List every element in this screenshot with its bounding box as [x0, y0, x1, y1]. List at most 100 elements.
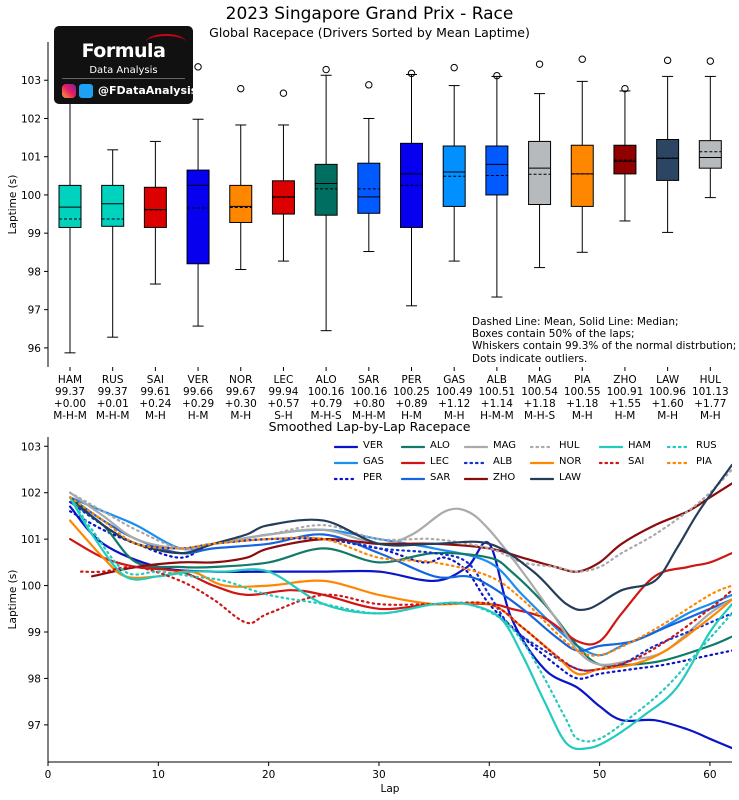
box-delta-label: +0.29: [182, 398, 214, 410]
legend-swatch: [599, 445, 623, 449]
line-y-tick-label: 99: [28, 627, 41, 639]
instagram-icon: [62, 84, 76, 98]
box-mean-label: 100.51: [479, 386, 516, 398]
box-tyre-label: M-H: [230, 410, 251, 422]
box-driver-label: LAW: [656, 374, 680, 386]
legend-swatch: [334, 445, 358, 449]
legend-label: SAI: [628, 456, 645, 467]
box-pia: [570, 55, 594, 253]
box-mean-label: 99.66: [183, 386, 213, 398]
box-outlier: [237, 84, 245, 93]
box-mean-label: 100.96: [649, 386, 686, 398]
legend-label: SAR: [430, 472, 451, 483]
box-tyre-label: H-M: [401, 410, 422, 422]
box-chart-note: Dashed Line: Mean, Solid Line: Median; B…: [472, 316, 737, 365]
legend-label: HUL: [559, 440, 580, 451]
legend-label: LAW: [559, 472, 581, 483]
legend-swatch: [401, 461, 425, 465]
legend-swatch: [599, 461, 623, 465]
line-y-tick-label: 101: [21, 534, 41, 546]
legend-label: GAS: [363, 456, 384, 467]
box-tyre-label: H-M: [188, 410, 209, 422]
box-y-tick-label: 100: [21, 190, 41, 202]
box-iqr: [570, 144, 594, 207]
box-iqr: [58, 184, 82, 228]
box-delta-label: +1.12: [438, 398, 470, 410]
box-tyre-label: H-M-M: [480, 410, 514, 422]
legend-swatch: [530, 461, 554, 465]
box-outlier: [279, 89, 288, 97]
box-sar: [357, 81, 381, 253]
box-iqr: [656, 139, 680, 181]
box-per: [400, 69, 423, 307]
legend-swatch: [401, 477, 425, 481]
legend-swatch: [464, 477, 488, 481]
box-outlier: [450, 63, 458, 72]
line-x-tick-label: 10: [152, 769, 165, 781]
line-x-tick-label: 60: [703, 769, 716, 781]
box-tyre-label: M-H-S: [311, 410, 343, 422]
legend-swatch: [667, 445, 691, 449]
box-driver-label: ALO: [316, 374, 337, 386]
box-delta-label: +0.24: [139, 398, 171, 410]
box-y-tick-label: 96: [28, 343, 42, 355]
series-line-sai: [80, 565, 732, 672]
box-delta-label: +0.00: [54, 398, 86, 410]
box-outlier: [365, 81, 373, 89]
box-delta-label: +1.60: [652, 398, 684, 410]
logo-badge: Formula Data Analysis @FDataAnalysis: [54, 26, 197, 104]
box-iqr: [186, 169, 210, 265]
box-chart-subtitle: Global Racepace (Drivers Sorted by Mean …: [209, 25, 530, 40]
series-line-law: [69, 463, 732, 612]
box-mean-label: 99.61: [140, 386, 170, 398]
legend-label: RUS: [696, 440, 717, 451]
legend-swatch: [334, 461, 358, 465]
box-mean-label: 100.16: [308, 386, 345, 398]
box-outlier: [194, 63, 202, 71]
line-y-tick-label: 98: [28, 673, 41, 685]
box-iqr: [485, 145, 509, 196]
box-mean-label: 99.37: [55, 386, 85, 398]
box-outlier: [621, 84, 629, 93]
box-outlier: [663, 56, 672, 65]
box-mean-label: 100.16: [350, 386, 387, 398]
legend-label: PER: [363, 472, 383, 483]
box-iqr: [613, 144, 637, 175]
box-ham: [58, 95, 82, 354]
legend-label: VER: [363, 440, 384, 451]
box-law: [656, 56, 680, 233]
line-y-tick-label: 102: [21, 488, 41, 500]
box-y-tick-label: 99: [28, 228, 41, 240]
series-line-per: [69, 510, 732, 680]
line-x-axis-label: Lap: [381, 783, 400, 795]
line-x-tick-label: 20: [262, 769, 275, 781]
box-tyre-label: M-H-M: [352, 410, 386, 422]
twitter-icon: [79, 84, 93, 98]
legend-label: LEC: [430, 456, 449, 467]
series-line-pia: [69, 496, 732, 657]
logo-line2: Data Analysis: [89, 65, 158, 76]
box-y-tick-label: 98: [28, 266, 41, 278]
box-y-axis-label: Laptime (s): [7, 175, 19, 235]
box-alb: [485, 71, 509, 298]
box-iqr: [698, 140, 722, 169]
box-iqr: [314, 163, 338, 216]
box-driver-label: VER: [188, 374, 209, 386]
box-rus: [101, 149, 125, 338]
box-tyre-label: M-H: [657, 410, 678, 422]
box-mean-label: 100.25: [393, 386, 430, 398]
legend-swatch: [464, 445, 488, 449]
line-x-tick-label: 50: [593, 769, 606, 781]
line-chart: 97 98 99 100 101 102 103 0 10 20 30 40 50 60 Lap Laptim…: [7, 437, 732, 795]
box-iqr: [143, 186, 167, 228]
box-ver: [186, 63, 210, 327]
box-delta-label: +0.57: [267, 398, 299, 410]
box-y-tick-label: 97: [28, 305, 41, 317]
box-outlier: [493, 71, 501, 80]
legend-label: MAG: [493, 440, 517, 451]
box-delta-label: +1.77: [694, 398, 726, 410]
series-line-mag: [69, 491, 732, 666]
box-y-tick-label: 103: [21, 75, 41, 87]
line-x-tick-label: 40: [483, 769, 496, 781]
box-driver-label: NOR: [229, 374, 252, 386]
